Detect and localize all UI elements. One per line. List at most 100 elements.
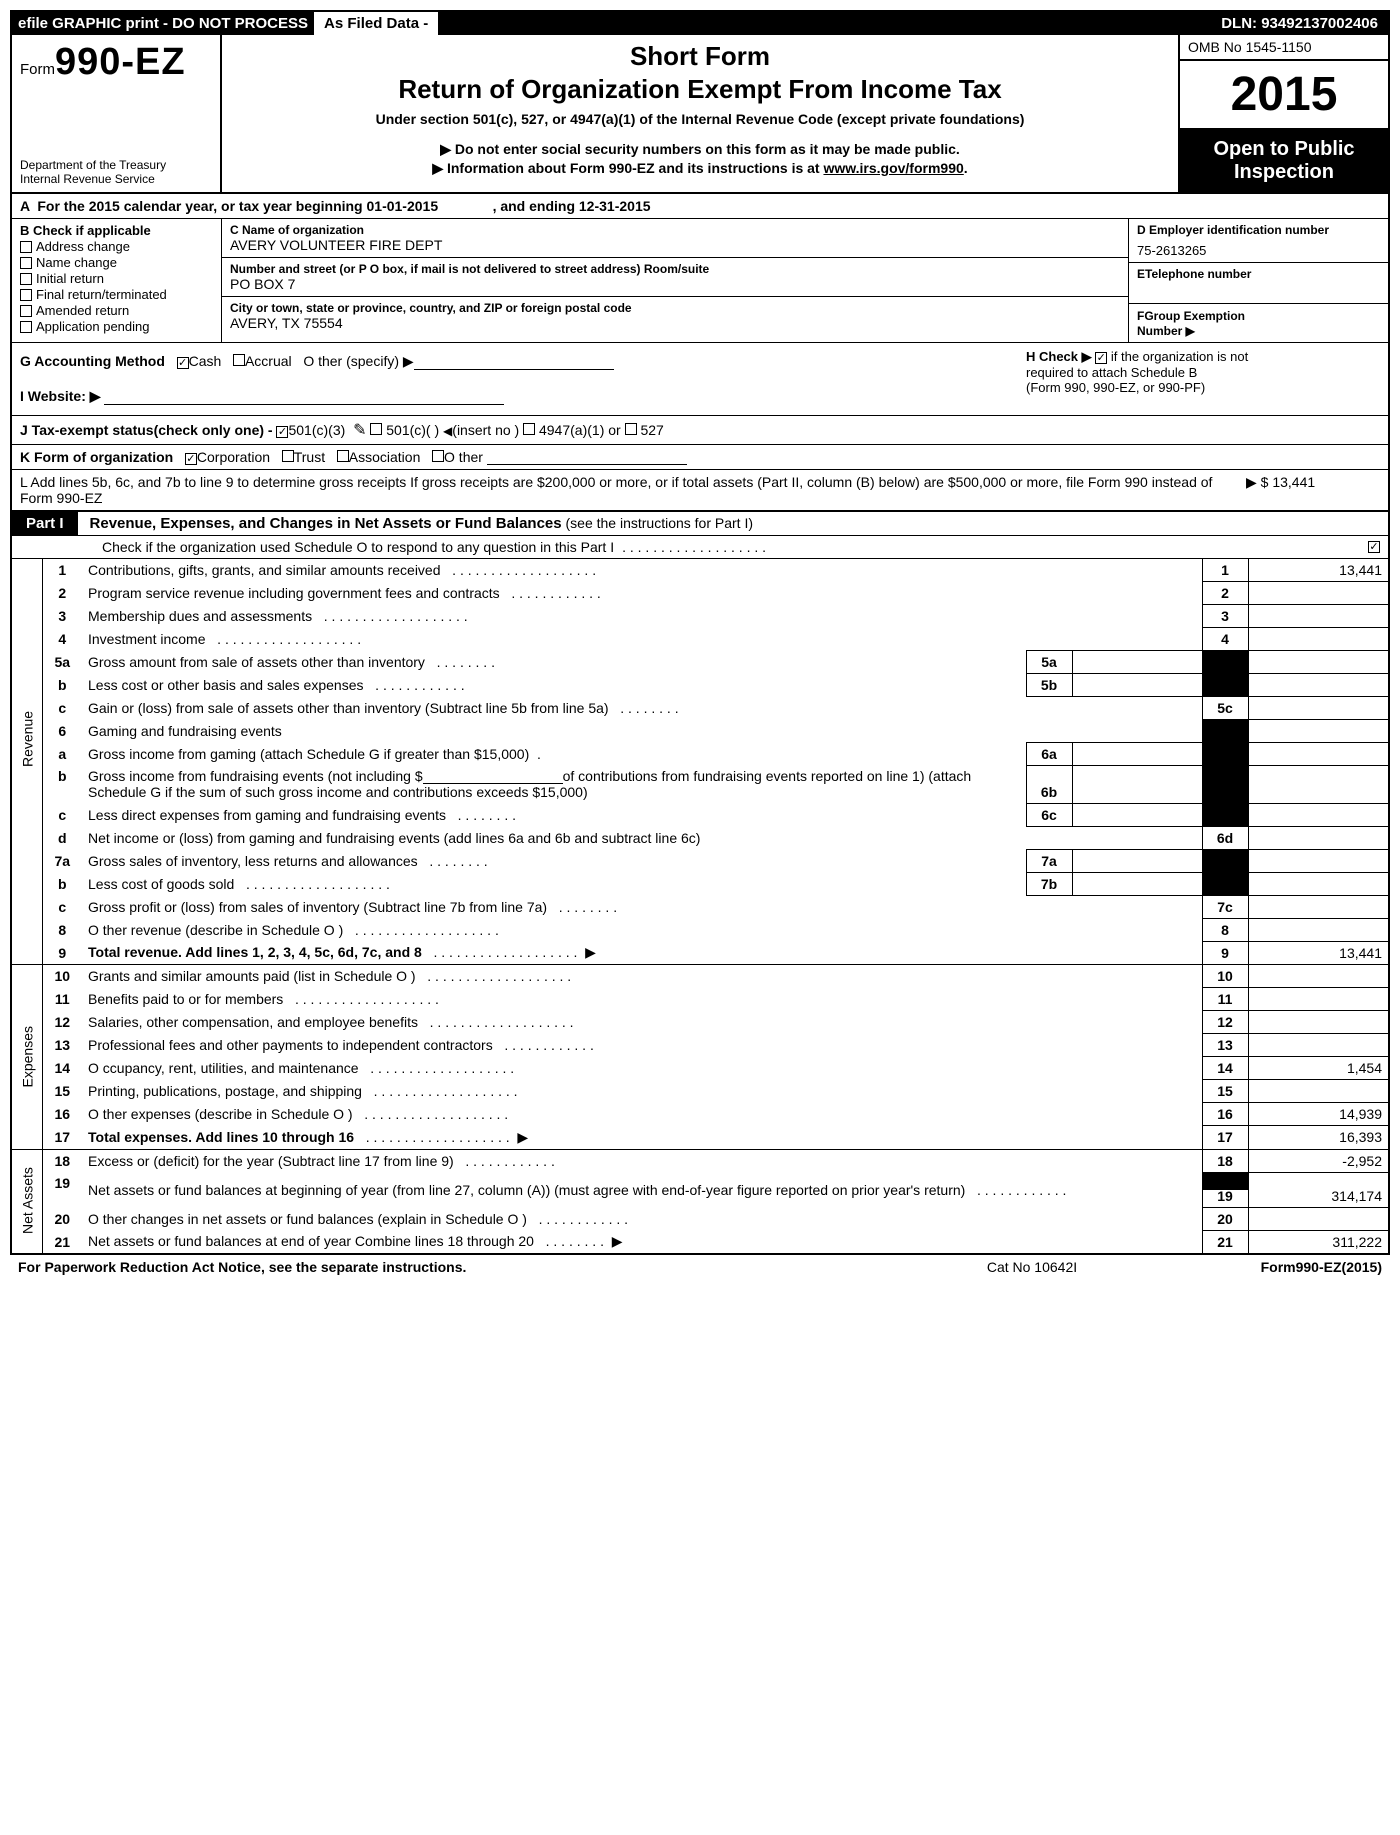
phone-label: ETelephone number [1137, 267, 1380, 281]
title-return: Return of Organization Exempt From Incom… [232, 74, 1168, 105]
footer: For Paperwork Reduction Act Notice, see … [10, 1255, 1390, 1279]
line-10: Expenses 10 Grants and similar amounts p… [12, 965, 1388, 988]
line-11: 11 Benefits paid to or for members . . .… [12, 988, 1388, 1011]
website-blank[interactable] [104, 391, 504, 405]
g-other-blank[interactable] [414, 356, 614, 370]
checkbox-h[interactable] [1095, 352, 1107, 364]
group-exemption-row: FGroup Exemption Number ▶ [1129, 304, 1388, 342]
form-number-big: 990-EZ [55, 41, 186, 83]
line-14: 14 O ccupancy, rent, utilities, and main… [12, 1057, 1388, 1080]
line-7b: b Less cost of goods sold . . . . . . . … [12, 872, 1388, 895]
row-j: J Tax-exempt status(check only one) - 50… [12, 416, 1388, 445]
org-name-value: AVERY VOLUNTEER FIRE DEPT [230, 237, 1120, 253]
checkbox-icon[interactable] [20, 273, 32, 285]
checkbox-trust[interactable] [282, 450, 294, 462]
row-i: I Website: ▶ [20, 384, 1010, 409]
check-amended-return[interactable]: Amended return [20, 303, 213, 318]
footer-left: For Paperwork Reduction Act Notice, see … [18, 1259, 882, 1275]
open-to-public: Open to Public Inspection [1180, 130, 1388, 192]
dln-label: DLN: 93492137002406 [1211, 12, 1388, 35]
g-other: O ther (specify) ▶ [303, 353, 413, 369]
tax-year: 2015 [1180, 61, 1388, 130]
part1-header: Part I Revenue, Expenses, and Changes in… [12, 512, 1388, 536]
irs-link[interactable]: www.irs.gov/form990 [823, 160, 963, 176]
city-row: City or town, state or province, country… [222, 297, 1128, 335]
notice-info: ▶ Information about Form 990-EZ and its … [232, 160, 1168, 177]
checkbox-icon[interactable] [20, 305, 32, 317]
phone-row: ETelephone number [1129, 263, 1388, 304]
line-20: 20 O ther changes in net assets or fund … [12, 1207, 1388, 1230]
org-name-label: C Name of organization [230, 223, 1120, 237]
line-5b: b Less cost or other basis and sales exp… [12, 674, 1388, 697]
checkbox-501c[interactable] [370, 423, 382, 435]
dots: . . . . . . . . . . . . . . . . . . . [614, 539, 1360, 555]
department: Department of the Treasury Internal Reve… [20, 158, 212, 186]
line-1: Revenue 1 Contributions, gifts, grants, … [12, 559, 1388, 582]
side-expenses: Expenses [12, 965, 42, 1150]
k-other: O ther [444, 449, 483, 465]
street-row: Number and street (or P O box, if mail i… [222, 258, 1128, 297]
checkbox-accrual[interactable] [233, 354, 245, 366]
street-value: PO BOX 7 [230, 276, 1120, 292]
check-final-return[interactable]: Final return/terminated [20, 287, 213, 302]
check-address-change[interactable]: Address change [20, 239, 213, 254]
g-accrual: Accrual [245, 353, 292, 369]
checkbox-cash[interactable] [177, 357, 189, 369]
row-gh: G Accounting Method Cash Accrual O ther … [12, 343, 1388, 416]
k-other-blank[interactable] [487, 451, 687, 465]
h-text1: H Check ▶ [1026, 349, 1092, 364]
org-name-row: C Name of organization AVERY VOLUNTEER F… [222, 219, 1128, 258]
k-corp: Corporation [197, 449, 270, 465]
line-12: 12 Salaries, other compensation, and emp… [12, 1011, 1388, 1034]
row-k: K Form of organization Corporation Trust… [12, 445, 1388, 470]
header-right: OMB No 1545-1150 2015 Open to Public Ins… [1178, 35, 1388, 192]
checkbox-schedule-o[interactable] [1368, 541, 1380, 553]
part1-check-text: Check if the organization used Schedule … [102, 539, 614, 555]
omb-number: OMB No 1545-1150 [1180, 35, 1388, 61]
j-label: J Tax-exempt status(check only one) - [20, 422, 273, 438]
line-7a: 7a Gross sales of inventory, less return… [12, 849, 1388, 872]
part1-table: Revenue 1 Contributions, gifts, grants, … [12, 559, 1388, 1253]
j-opt1: 501(c)(3) [288, 422, 345, 438]
row-a-calendar-year: A For the 2015 calendar year, or tax yea… [12, 194, 1388, 219]
checkbox-icon[interactable] [20, 241, 32, 253]
checkbox-527[interactable] [625, 423, 637, 435]
footer-mid: Cat No 10642I [882, 1259, 1182, 1275]
j-opt3: 4947(a)(1) or [539, 422, 621, 438]
line-16: 16 O ther expenses (describe in Schedule… [12, 1103, 1388, 1126]
checkbox-corp[interactable] [185, 453, 197, 465]
side-netassets: Net Assets [12, 1149, 42, 1253]
checkbox-assoc[interactable] [337, 450, 349, 462]
part1-title: Revenue, Expenses, and Changes in Net As… [78, 515, 754, 532]
line-2: 2 Program service revenue including gove… [12, 582, 1388, 605]
k-trust: Trust [294, 449, 325, 465]
line-8: 8 O ther revenue (describe in Schedule O… [12, 918, 1388, 941]
g-label: G Accounting Method [20, 353, 165, 369]
group-label: FGroup Exemption [1137, 309, 1245, 323]
form-prefix: Form [20, 61, 55, 78]
dept-line1: Department of the Treasury [20, 158, 212, 172]
l-amount: ▶ $ 13,441 [1238, 470, 1388, 510]
header-mid: Short Form Return of Organization Exempt… [222, 35, 1178, 192]
form-header: Form990-EZ Department of the Treasury In… [12, 35, 1388, 194]
checkbox-501c3[interactable] [276, 426, 288, 438]
check-initial-return[interactable]: Initial return [20, 271, 213, 286]
asfiled-label: As Filed Data - [314, 12, 440, 35]
checkbox-icon[interactable] [20, 289, 32, 301]
line-4: 4 Investment income . . . . . . . . . . … [12, 628, 1388, 651]
dept-line2: Internal Revenue Service [20, 172, 212, 186]
checkbox-icon[interactable] [20, 321, 32, 333]
checkbox-icon[interactable] [20, 257, 32, 269]
line-3: 3 Membership dues and assessments . . . … [12, 605, 1388, 628]
check-name-change[interactable]: Name change [20, 255, 213, 270]
line-7c: c Gross profit or (loss) from sales of i… [12, 895, 1388, 918]
check-application-pending[interactable]: Application pending [20, 319, 213, 334]
checkbox-other[interactable] [432, 450, 444, 462]
h-text4: (Form 990, 990-EZ, or 990-PF) [1026, 380, 1205, 395]
notice-ssn: ▶ Do not enter social security numbers o… [232, 141, 1168, 158]
line-17: 17 Total expenses. Add lines 10 through … [12, 1126, 1388, 1150]
city-value: AVERY, TX 75554 [230, 315, 1120, 331]
part1-check-row: Check if the organization used Schedule … [12, 536, 1388, 559]
title-short-form: Short Form [232, 41, 1168, 72]
checkbox-4947[interactable] [523, 423, 535, 435]
